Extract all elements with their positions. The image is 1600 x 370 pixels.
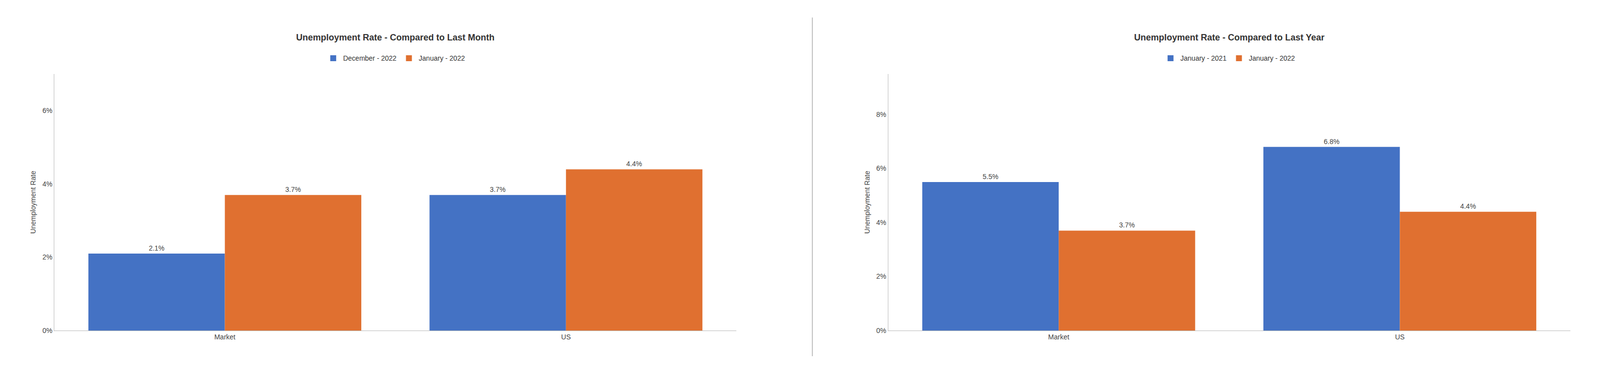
svg-text:US: US (561, 333, 571, 342)
svg-text:0%: 0% (42, 326, 53, 335)
svg-text:4%: 4% (876, 218, 887, 227)
svg-text:4.4%: 4.4% (626, 159, 643, 168)
svg-text:December - 2022: December - 2022 (342, 54, 397, 63)
svg-text:2.1%: 2.1% (148, 244, 165, 253)
svg-text:2%: 2% (876, 272, 887, 281)
svg-text:6.8%: 6.8% (1323, 137, 1340, 146)
svg-text:8%: 8% (876, 110, 887, 119)
svg-text:3.7%: 3.7% (285, 185, 302, 194)
svg-text:Unemployment Rate: Unemployment Rate (29, 170, 38, 234)
svg-text:January - 2021: January - 2021 (1180, 54, 1227, 63)
svg-text:Unemployment Rate - Compared t: Unemployment Rate - Compared to Last Mon… (296, 32, 495, 43)
svg-text:Unemployment Rate: Unemployment Rate (863, 170, 872, 234)
svg-text:US: US (1395, 333, 1405, 342)
svg-text:0%: 0% (876, 326, 887, 335)
svg-text:4.4%: 4.4% (1460, 202, 1477, 211)
svg-text:3.7%: 3.7% (490, 185, 506, 194)
svg-text:Market: Market (214, 333, 236, 342)
svg-text:4%: 4% (42, 180, 53, 189)
svg-text:3.7%: 3.7% (1118, 221, 1135, 229)
svg-text:6%: 6% (42, 106, 53, 115)
svg-text:January - 2022: January - 2022 (419, 54, 466, 63)
svg-text:5.5%: 5.5% (982, 172, 999, 181)
svg-text:Market: Market (1048, 333, 1070, 342)
svg-text:6%: 6% (876, 164, 887, 173)
svg-text:Unemployment Rate - Compared t: Unemployment Rate - Compared to Last Yea… (1134, 32, 1325, 43)
svg-text:January - 2022: January - 2022 (1248, 54, 1296, 63)
svg-text:2%: 2% (42, 253, 53, 262)
